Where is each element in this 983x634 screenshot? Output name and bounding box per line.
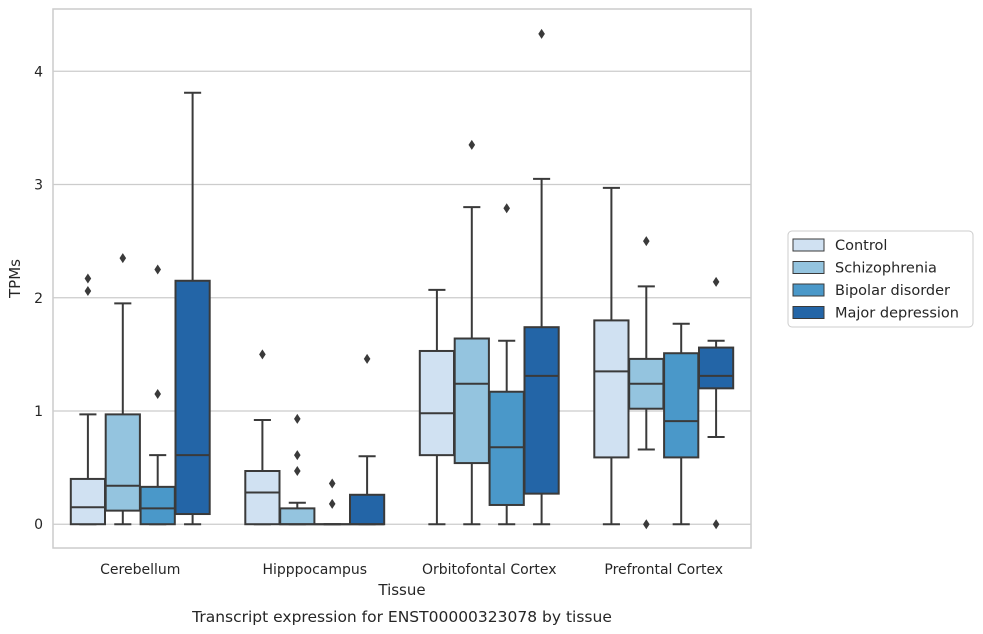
y-tick-label: 0 <box>34 517 43 533</box>
legend-swatch <box>792 283 825 297</box>
box-iqr <box>418 349 456 457</box>
box-bipolar-disorder <box>488 203 525 526</box>
outlier-point <box>328 478 336 489</box>
legend-swatch <box>792 238 825 252</box>
legend-label: Control <box>835 238 887 254</box>
outlier-point <box>294 466 301 476</box>
outlier-point <box>643 519 650 530</box>
outlier-point <box>468 139 476 150</box>
box-bipolar-disorder <box>139 264 176 526</box>
outlier-point <box>294 413 301 424</box>
box-iqr <box>593 319 630 459</box>
x-tick-label: Hipppocampus <box>262 562 367 578</box>
box-iqr <box>104 413 141 512</box>
legend-label: Bipolar disorder <box>835 283 950 299</box>
box-control <box>593 186 630 526</box>
outlier-point <box>363 353 371 364</box>
outlier-point <box>84 285 92 296</box>
box-bipolar-disorder <box>663 322 700 526</box>
box-major-depression <box>174 91 211 526</box>
legend-label: Major depression <box>835 306 959 322</box>
outlier-point <box>154 264 161 275</box>
box-iqr <box>279 507 316 526</box>
box-major-depression <box>348 353 386 526</box>
outlier-point <box>259 349 266 360</box>
outlier-point <box>712 519 720 530</box>
outlier-point <box>643 236 650 247</box>
legend-swatch <box>792 306 825 319</box>
box-schizophrenia <box>279 413 316 526</box>
box-bipolar-disorder <box>314 478 351 526</box>
box-iqr <box>174 279 211 516</box>
x-tick-labels: Cerebellum Hipppocampus Orbitofontal Corte… <box>100 562 723 578</box>
y-tick-label: 3 <box>34 178 43 194</box>
chart-caption: Transcript expression for ENST0000032307… <box>191 608 612 626</box>
outlier-point <box>294 450 301 461</box>
x-tick-label: Prefrontal Cortex <box>604 562 723 578</box>
box-iqr <box>244 470 281 526</box>
outlier-point <box>712 276 720 287</box>
y-tick-label: 2 <box>34 291 43 307</box>
box-schizophrenia <box>453 139 490 526</box>
box-major-depression <box>523 28 560 526</box>
grid-lines <box>53 70 751 525</box>
outlier-point <box>503 203 510 214</box>
box-iqr <box>348 493 386 526</box>
box-major-depression <box>697 276 735 530</box>
x-axis-label: Tissue <box>377 581 425 599</box>
y-tick-labels: 0 1 2 3 4 <box>34 64 43 533</box>
outlier-point <box>84 273 92 284</box>
box-iqr <box>697 346 735 390</box>
legend: Control Schizophrenia Bipolar disorder Majo… <box>787 230 974 328</box>
y-tick-label: 1 <box>34 404 43 420</box>
box-iqr <box>69 477 107 526</box>
box-control <box>244 349 281 526</box>
x-tick-label: Cerebellum <box>100 562 180 578</box>
plot-frame <box>52 8 752 549</box>
box-iqr <box>453 337 490 465</box>
outlier-point <box>328 498 336 509</box>
y-tick-label: 4 <box>34 64 43 80</box>
box-control <box>418 288 456 526</box>
outlier-point <box>538 28 545 39</box>
box-iqr <box>523 326 560 495</box>
y-axis-label: TPMs <box>6 259 24 299</box>
box-control <box>69 273 107 526</box>
legend-label: Schizophrenia <box>835 261 937 277</box>
box-iqr <box>663 352 700 459</box>
x-tick-label: Orbitofontal Cortex <box>422 562 557 578</box>
box-plots <box>69 28 735 530</box>
legend-swatch <box>792 261 825 274</box>
box-schizophrenia <box>104 253 141 526</box>
box-schizophrenia <box>628 236 665 530</box>
box-iqr <box>488 390 525 506</box>
legend-frame <box>787 230 974 328</box>
outlier-point <box>119 253 127 264</box>
outlier-point <box>154 389 161 399</box>
box-iqr <box>139 485 176 526</box>
